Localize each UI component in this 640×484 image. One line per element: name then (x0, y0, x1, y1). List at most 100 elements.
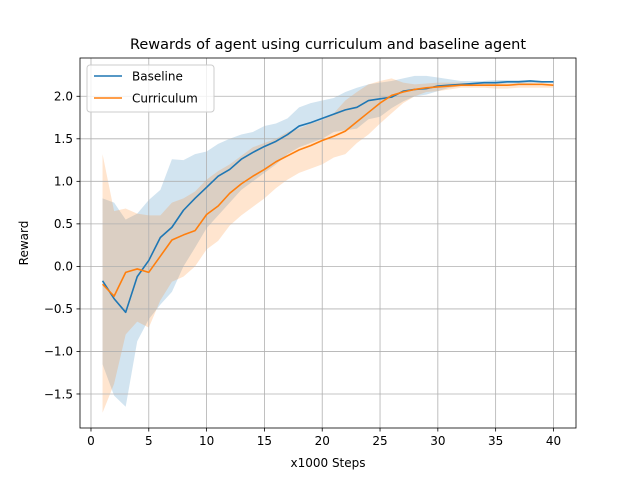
data-point-curriculum (518, 83, 520, 85)
x-tick-label: 5 (145, 434, 153, 448)
data-point-baseline (541, 81, 543, 83)
data-point-curriculum (101, 283, 103, 285)
data-point-curriculum (402, 91, 404, 93)
grid-lines (80, 58, 576, 428)
x-tick-label: 0 (87, 434, 95, 448)
legend-label-curriculum: Curriculum (132, 92, 198, 106)
series-lines (101, 80, 554, 314)
data-point-curriculum (541, 83, 543, 85)
data-point-curriculum (529, 83, 531, 85)
data-point-baseline (356, 106, 358, 108)
data-point-baseline (506, 81, 508, 83)
data-point-baseline (263, 145, 265, 147)
data-point-curriculum (136, 268, 138, 270)
y-tick-label: −1.5 (44, 387, 73, 401)
data-point-curriculum (229, 192, 231, 194)
data-point-baseline (483, 81, 485, 83)
data-point-baseline (518, 81, 520, 83)
data-point-curriculum (263, 168, 265, 170)
data-point-curriculum (275, 161, 277, 163)
data-point-curriculum (506, 84, 508, 86)
data-point-curriculum (471, 84, 473, 86)
data-point-curriculum (321, 139, 323, 141)
data-point-baseline (552, 81, 554, 83)
data-point-baseline (252, 151, 254, 153)
y-tick-label: −1.0 (44, 345, 73, 359)
data-point-baseline (333, 113, 335, 115)
confidence-bands (102, 75, 554, 413)
data-point-curriculum (252, 175, 254, 177)
data-point-curriculum (159, 255, 161, 257)
data-point-curriculum (483, 84, 485, 86)
data-point-curriculum (390, 94, 392, 96)
y-axis-ticks: −1.5 −1.0 −0.5 0.0 0.5 1.0 1.5 2.0 (44, 90, 80, 401)
data-point-baseline (148, 259, 150, 261)
data-point-curriculum (344, 130, 346, 132)
data-point-curriculum (448, 85, 450, 87)
x-tick-label: 40 (546, 434, 561, 448)
data-point-curriculum (437, 86, 439, 88)
data-point-baseline (101, 280, 103, 282)
data-point-baseline (124, 311, 126, 313)
chart-title: Rewards of agent using curriculum and ba… (130, 37, 526, 53)
data-point-baseline (321, 117, 323, 119)
data-point-baseline (229, 168, 231, 170)
data-point-baseline (379, 98, 381, 100)
data-point-curriculum (494, 84, 496, 86)
data-point-curriculum (425, 87, 427, 89)
data-point-curriculum (240, 183, 242, 185)
data-point-baseline (494, 81, 496, 83)
data-point-baseline (217, 175, 219, 177)
x-tick-label: 15 (257, 434, 272, 448)
data-point-baseline (205, 186, 207, 188)
x-tick-label: 10 (199, 434, 214, 448)
data-point-curriculum (171, 239, 173, 241)
data-point-curriculum (148, 271, 150, 273)
y-tick-label: 0.0 (54, 260, 73, 274)
data-point-curriculum (298, 149, 300, 151)
data-point-curriculum (217, 205, 219, 207)
y-tick-label: 1.0 (54, 175, 73, 189)
y-axis-label: Reward (17, 221, 31, 266)
legend: Baseline Curriculum (86, 64, 215, 113)
data-point-curriculum (552, 84, 554, 86)
data-point-baseline (159, 236, 161, 238)
data-point-baseline (194, 197, 196, 199)
legend-label-baseline: Baseline (132, 70, 183, 84)
y-tick-label: 2.0 (54, 90, 73, 104)
data-point-curriculum (460, 84, 462, 86)
data-point-baseline (182, 209, 184, 211)
data-point-curriculum (414, 88, 416, 90)
plot-frame (79, 57, 577, 429)
data-point-curriculum (113, 295, 115, 297)
data-point-curriculum (194, 229, 196, 231)
x-axis-label: x1000 Steps (290, 456, 365, 470)
data-point-curriculum (379, 102, 381, 104)
x-tick-label: 25 (372, 434, 387, 448)
data-point-baseline (344, 109, 346, 111)
y-tick-label: −0.5 (44, 302, 73, 316)
data-point-baseline (136, 275, 138, 277)
confidence-band-curriculum (102, 78, 554, 413)
series-line-baseline (101, 80, 554, 314)
data-point-baseline (275, 140, 277, 142)
x-tick-label: 20 (315, 434, 330, 448)
data-point-curriculum (182, 234, 184, 236)
data-point-baseline (309, 121, 311, 123)
y-tick-label: 0.5 (54, 217, 73, 231)
confidence-band-baseline (102, 75, 554, 407)
y-tick-label: 1.5 (54, 132, 73, 146)
x-tick-label: 35 (488, 434, 503, 448)
data-point-curriculum (333, 135, 335, 137)
x-axis-ticks: 0 5 10 15 20 25 30 35 40 (87, 428, 561, 448)
data-point-curriculum (124, 271, 126, 273)
data-point-baseline (529, 80, 531, 82)
data-point-baseline (286, 133, 288, 135)
data-point-curriculum (309, 144, 311, 146)
data-point-baseline (367, 99, 369, 101)
data-point-curriculum (286, 155, 288, 157)
data-point-baseline (240, 158, 242, 160)
x-tick-label: 30 (430, 434, 445, 448)
